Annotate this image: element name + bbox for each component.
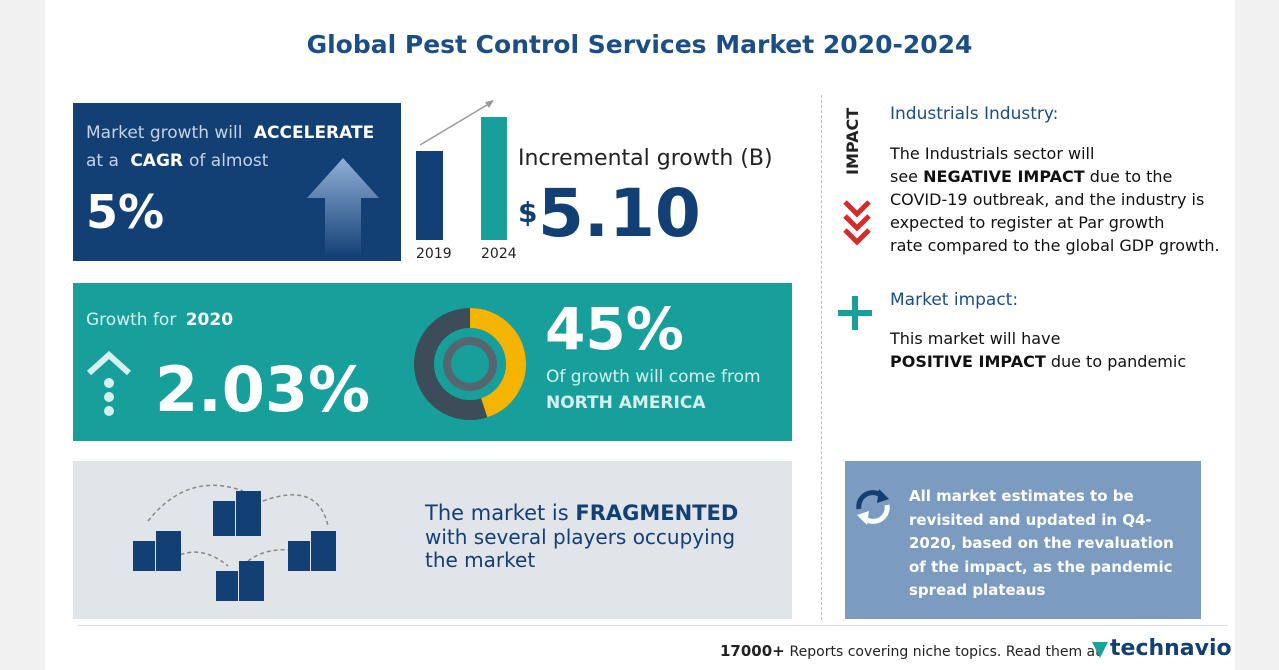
text: due to the bbox=[1089, 167, 1173, 186]
text: Reports covering niche topics. Read them… bbox=[789, 644, 1101, 660]
region-text: Of growth will come from bbox=[546, 367, 761, 387]
text: 17000+ bbox=[720, 642, 785, 660]
cagr-value: 5% bbox=[86, 185, 165, 239]
growth-icon bbox=[86, 351, 132, 416]
impact-heading: Industrials Industry: bbox=[890, 104, 1059, 124]
note-line: All market estimates to be bbox=[909, 487, 1134, 505]
refresh-icon bbox=[856, 489, 890, 525]
fragmented-line: The market is FRAGMENTED bbox=[425, 501, 738, 525]
fragmented-box: The market is FRAGMENTED with several pl… bbox=[73, 461, 792, 619]
negative-icon bbox=[843, 200, 871, 246]
buildings-icon bbox=[133, 484, 336, 601]
growth-box: Growth for 2020 2.03% 45% Of growth will… bbox=[73, 283, 792, 441]
text: NEGATIVE IMPACT bbox=[923, 167, 1085, 186]
title: Global Pest Control Services Market 2020… bbox=[306, 30, 973, 59]
currency: $ bbox=[518, 196, 538, 229]
text: Market growth will bbox=[86, 123, 243, 143]
text: This market will have bbox=[890, 329, 1061, 348]
impact-text: The Industrials sector will see NEGATIVE… bbox=[890, 142, 1220, 257]
note-text: All market estimates to be revisited and … bbox=[909, 485, 1174, 603]
brand: technavio bbox=[1110, 636, 1232, 661]
margin bbox=[1235, 0, 1279, 670]
text-line: see NEGATIVE IMPACT due to the bbox=[890, 165, 1220, 188]
note-line: 2020, based on the revaluation bbox=[909, 534, 1174, 552]
donut-share bbox=[469, 308, 526, 418]
text: Growth for bbox=[86, 310, 177, 330]
text: rate compared to the global GDP growth. bbox=[890, 236, 1220, 255]
text: see bbox=[890, 167, 919, 186]
cagr-line: Market growth will ACCELERATE bbox=[86, 123, 374, 143]
fragmented-text: with several players occupying the marke… bbox=[425, 525, 736, 572]
plus-icon bbox=[838, 296, 872, 330]
text: expected to register at Par growth bbox=[890, 213, 1165, 232]
text: The Industrials sector will bbox=[890, 144, 1095, 163]
growth-label: Growth for 2020 bbox=[86, 310, 233, 330]
text: CAGR bbox=[130, 151, 183, 171]
market-impact-text: This market will have POSITIVE IMPACT du… bbox=[890, 327, 1186, 373]
text: POSITIVE IMPACT bbox=[890, 352, 1046, 371]
incremental-value: 5.10 bbox=[538, 175, 701, 252]
year-label: 2024 bbox=[481, 246, 517, 262]
incremental-label: Incremental growth (B) bbox=[518, 146, 773, 171]
growth-bars-icon bbox=[416, 100, 507, 240]
donut bbox=[414, 308, 526, 420]
year-label: 2019 bbox=[416, 246, 452, 262]
text: of almost bbox=[189, 151, 269, 171]
share-label: 45% bbox=[545, 295, 684, 363]
text: FRAGMENTED bbox=[575, 501, 739, 525]
impact-vertical: IMPACT bbox=[843, 107, 862, 175]
region-name: NORTH AMERICA bbox=[546, 393, 706, 413]
note-line: revisited and updated in Q4- bbox=[909, 510, 1152, 529]
text: 2020 bbox=[185, 310, 234, 330]
donut-core bbox=[451, 345, 489, 383]
text: at a bbox=[86, 151, 119, 171]
text: ACCELERATE bbox=[253, 123, 375, 143]
margin bbox=[0, 0, 45, 670]
divider bbox=[821, 95, 822, 620]
text-line: POSITIVE IMPACT due to pandemic bbox=[890, 350, 1186, 373]
text: COVID-19 outbreak, and the industry is bbox=[890, 190, 1205, 209]
note-box: All market estimates to be revisited and … bbox=[845, 461, 1201, 619]
footer-text: 17000+ Reports covering niche topics. Re… bbox=[720, 642, 1101, 660]
market-impact-heading: Market impact: bbox=[890, 290, 1019, 310]
brand-icon bbox=[1092, 642, 1108, 658]
text: The market is bbox=[425, 501, 569, 525]
note-line: of the impact, as the pandemic bbox=[909, 557, 1173, 576]
text: due to pandemic bbox=[1050, 352, 1187, 371]
up-arrow-icon bbox=[307, 158, 379, 258]
cagr-line: at a CAGR of almost bbox=[86, 151, 268, 171]
footer-rule bbox=[78, 625, 1228, 626]
note-line: spread plateaus bbox=[909, 581, 1046, 599]
growth-value: 2.03% bbox=[155, 353, 371, 426]
cagr-box: Market growth will ACCELERATE at a CAGR o… bbox=[73, 103, 401, 261]
